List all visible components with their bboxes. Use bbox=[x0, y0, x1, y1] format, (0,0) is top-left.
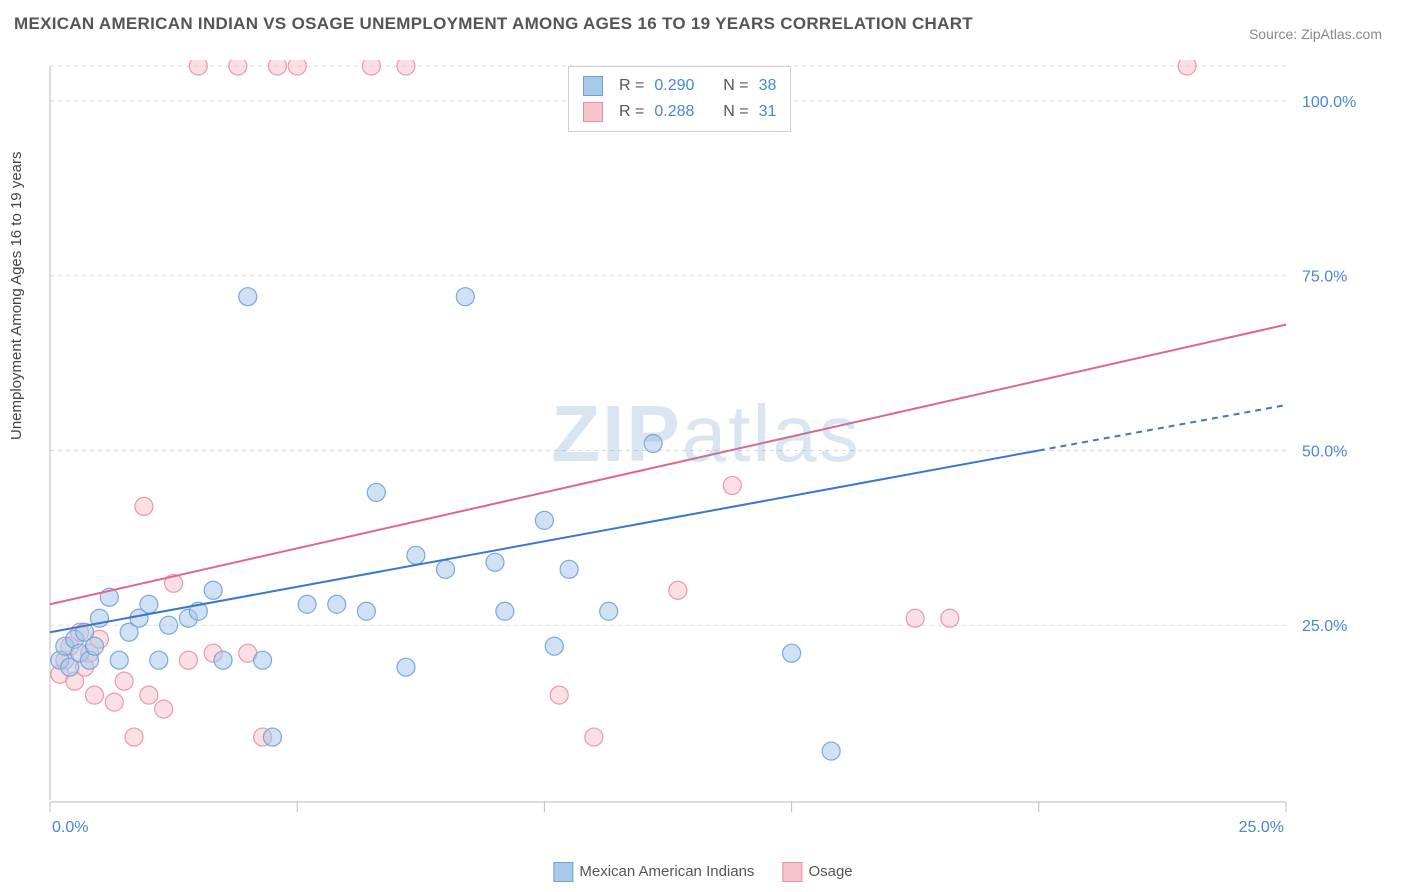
legend-swatch bbox=[583, 76, 603, 96]
data-point bbox=[1178, 60, 1196, 75]
data-point bbox=[456, 288, 474, 306]
series-legend: Mexican American Indians Osage bbox=[553, 862, 852, 882]
svg-text:50.0%: 50.0% bbox=[1302, 443, 1347, 460]
data-point bbox=[545, 637, 563, 655]
data-point bbox=[644, 434, 662, 452]
stat-n-label: N = bbox=[723, 99, 748, 125]
data-point bbox=[783, 644, 801, 662]
legend-swatch bbox=[782, 862, 802, 882]
data-point bbox=[85, 686, 103, 704]
stat-r-value: 0.290 bbox=[654, 73, 694, 99]
svg-text:0.0%: 0.0% bbox=[52, 819, 88, 836]
data-point bbox=[150, 651, 168, 669]
stat-r-label: R = bbox=[619, 73, 644, 99]
y-axis-label: Unemployment Among Ages 16 to 19 years bbox=[8, 151, 25, 440]
data-point bbox=[362, 60, 380, 75]
stat-n-value: 38 bbox=[759, 73, 777, 99]
data-point bbox=[367, 483, 385, 501]
data-point bbox=[115, 672, 133, 690]
chart-area: 25.0%50.0%75.0%100.0%0.0%25.0% ZIPatlas … bbox=[46, 60, 1366, 840]
stat-n-value: 31 bbox=[759, 99, 777, 125]
data-point bbox=[535, 511, 553, 529]
data-point bbox=[263, 728, 281, 746]
data-point bbox=[189, 60, 207, 75]
data-point bbox=[85, 637, 103, 655]
data-point bbox=[140, 595, 158, 613]
data-point bbox=[105, 693, 123, 711]
data-point bbox=[214, 651, 232, 669]
data-point bbox=[155, 700, 173, 718]
data-point bbox=[328, 595, 346, 613]
data-point bbox=[140, 686, 158, 704]
data-point bbox=[179, 651, 197, 669]
data-point bbox=[560, 560, 578, 578]
svg-text:25.0%: 25.0% bbox=[1239, 819, 1284, 836]
data-point bbox=[600, 602, 618, 620]
regression-line-extrapolated bbox=[1039, 405, 1286, 450]
data-point bbox=[298, 595, 316, 613]
data-point bbox=[585, 728, 603, 746]
data-point bbox=[723, 476, 741, 494]
data-point bbox=[254, 651, 272, 669]
scatter-plot-svg: 25.0% 50.0% 75.0% 100.0% 0.0% 25.0% bbox=[46, 60, 1366, 840]
source-attribution: Source: ZipAtlas.com bbox=[1249, 26, 1382, 42]
data-point bbox=[941, 609, 959, 627]
stat-n-label: N = bbox=[723, 73, 748, 99]
legend-item: Mexican American Indians bbox=[553, 862, 754, 882]
data-point bbox=[160, 616, 178, 634]
legend-swatch bbox=[583, 102, 603, 122]
data-point bbox=[125, 728, 143, 746]
svg-text:25.0%: 25.0% bbox=[1302, 618, 1347, 635]
data-point bbox=[397, 658, 415, 676]
data-point bbox=[268, 60, 286, 75]
data-point bbox=[550, 686, 568, 704]
data-point bbox=[486, 553, 504, 571]
svg-text:100.0%: 100.0% bbox=[1302, 94, 1356, 111]
regression-line bbox=[50, 325, 1286, 605]
data-point bbox=[397, 60, 415, 75]
data-point bbox=[229, 60, 247, 75]
data-point bbox=[407, 546, 425, 564]
svg-text:75.0%: 75.0% bbox=[1302, 269, 1347, 286]
legend-label: Osage bbox=[808, 863, 852, 880]
data-point bbox=[437, 560, 455, 578]
data-point bbox=[357, 602, 375, 620]
legend-swatch bbox=[553, 862, 573, 882]
data-point bbox=[496, 602, 514, 620]
correlation-legend: R = 0.290 N = 38 R = 0.288 N = 31 bbox=[568, 66, 791, 132]
data-point bbox=[822, 742, 840, 760]
data-point bbox=[288, 60, 306, 75]
legend-stat-row: R = 0.290 N = 38 bbox=[583, 73, 776, 99]
regression-line bbox=[50, 450, 1039, 632]
data-point bbox=[204, 581, 222, 599]
legend-label: Mexican American Indians bbox=[579, 863, 754, 880]
data-point bbox=[135, 497, 153, 515]
stat-r-value: 0.288 bbox=[654, 99, 694, 125]
data-point bbox=[906, 609, 924, 627]
chart-title: MEXICAN AMERICAN INDIAN VS OSAGE UNEMPLO… bbox=[14, 14, 973, 34]
data-point bbox=[110, 651, 128, 669]
source-label: Source: bbox=[1249, 26, 1301, 42]
data-point bbox=[669, 581, 687, 599]
legend-item: Osage bbox=[782, 862, 852, 882]
legend-stat-row: R = 0.288 N = 31 bbox=[583, 99, 776, 125]
source-site: ZipAtlas.com bbox=[1301, 26, 1382, 42]
stat-r-label: R = bbox=[619, 99, 644, 125]
data-point bbox=[239, 288, 257, 306]
